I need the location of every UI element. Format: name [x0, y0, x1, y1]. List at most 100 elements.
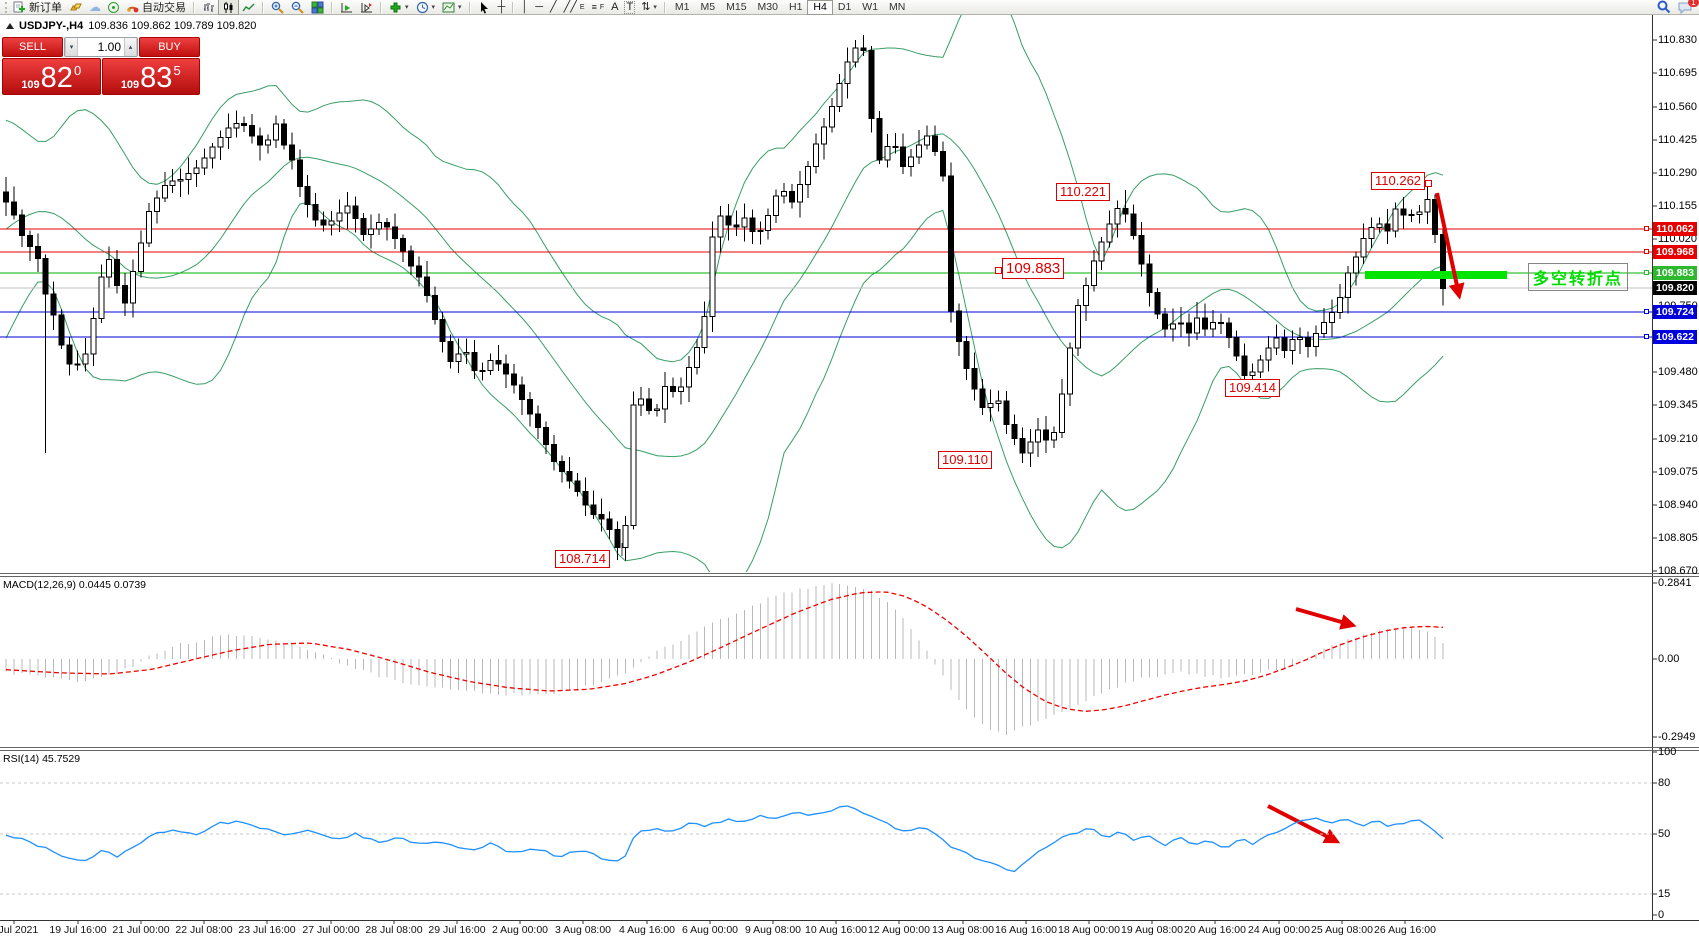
volume-decrease-button[interactable]: ▾ [65, 38, 78, 56]
trendline-tool-button[interactable]: ╱ [547, 0, 560, 14]
timeframe-m15-button[interactable]: M15 [726, 0, 747, 13]
candle [1344, 265, 1351, 314]
candle [400, 234, 406, 262]
candle [1098, 236, 1105, 270]
candle [74, 350, 81, 371]
macd-signal-line [5, 591, 1444, 712]
candle [590, 490, 597, 519]
candle [1376, 217, 1383, 233]
vline-tool-button[interactable]: │ [518, 0, 531, 14]
chart-shift-button[interactable] [357, 0, 376, 14]
candle [955, 303, 962, 357]
sell-button[interactable]: SELL [2, 37, 63, 57]
candle [550, 434, 557, 471]
timeframe-m30-button[interactable]: M30 [757, 0, 778, 13]
label-tool-button[interactable]: T [622, 0, 637, 14]
price-flag[interactable]: 108.714 [555, 550, 610, 568]
candle [193, 159, 200, 187]
candle [804, 160, 811, 198]
price-flag[interactable]: 109.414 [1225, 379, 1280, 397]
fibonacci-tool-button[interactable]: ≡ F [589, 0, 608, 14]
auto-scroll-icon [341, 2, 352, 12]
price-flag[interactable]: 110.262 [1371, 172, 1433, 190]
timeframe-h4-button[interactable]: H4 [807, 0, 833, 15]
candle [542, 421, 549, 455]
candle [685, 355, 692, 403]
candle [1281, 329, 1288, 358]
trade-panel-toggle-icon[interactable] [6, 23, 14, 29]
channel-tool-button[interactable]: ╱╱ E [561, 0, 588, 14]
candle [789, 183, 796, 209]
candle [947, 162, 954, 323]
auto-scroll-button[interactable] [337, 0, 356, 14]
toolbar-grip[interactable] [5, 1, 7, 13]
news-button[interactable]: ☁ [86, 0, 104, 14]
candle [447, 334, 454, 369]
chart-title: USDJPY-,H4 109.836 109.862 109.789 109.8… [6, 20, 256, 32]
search-button[interactable] [1654, 0, 1674, 14]
candle [130, 259, 137, 318]
candle [431, 286, 438, 325]
signals-button[interactable] [105, 0, 122, 14]
candle [1043, 415, 1050, 454]
timeframe-m5-button[interactable]: M5 [700, 0, 716, 13]
auto-trading-button[interactable]: 自动交易 [123, 0, 189, 14]
candle [1289, 330, 1296, 365]
candle [971, 352, 978, 401]
candle [280, 119, 287, 150]
candle [574, 472, 581, 497]
sell-price-big-figure: 109 [21, 79, 40, 91]
candle-chart-mode-button[interactable] [218, 0, 239, 15]
templates-button[interactable]: ▾ [439, 0, 465, 14]
cursor-tool-button[interactable] [475, 0, 494, 14]
toolbar-separator [380, 1, 382, 13]
price-flag[interactable]: 109.110 [938, 451, 993, 469]
candle [1360, 223, 1367, 265]
sell-price-panel[interactable]: 109 82 0 [2, 58, 101, 95]
candle [924, 125, 931, 150]
zoom-in-button[interactable] [268, 0, 287, 14]
price-flag[interactable]: 110.221 [1056, 183, 1111, 201]
candle [654, 403, 661, 417]
candle [1416, 205, 1423, 224]
candle [257, 127, 264, 161]
volume-increase-button[interactable]: ▴ [124, 38, 137, 56]
candle [733, 210, 740, 236]
annotation-note[interactable]: 多空转折点 [1528, 263, 1629, 291]
timeframe-w1-button[interactable]: W1 [862, 0, 879, 13]
timeframe-mn-button[interactable]: MN [889, 0, 906, 13]
crosshair-icon: ┼ [497, 0, 506, 13]
red-arrow [1435, 192, 1465, 300]
signal-icon [108, 1, 119, 13]
periods-button[interactable]: ▾ [413, 0, 439, 14]
bar-chart-mode-button[interactable] [199, 0, 218, 14]
line-chart-mode-button[interactable] [239, 0, 258, 14]
search-icon [1657, 0, 1671, 14]
candle [1146, 254, 1153, 307]
volume-input[interactable] [78, 38, 124, 56]
crosshair-tool-button[interactable]: ┼ [495, 0, 509, 14]
market-watch-button[interactable] [66, 0, 85, 14]
chat-button[interactable]: 1 [1675, 0, 1699, 14]
hline-tool-button[interactable]: ─ [532, 0, 546, 14]
zoom-out-button[interactable] [288, 0, 307, 14]
buy-price-panel[interactable]: 109 83 5 [101, 58, 200, 95]
timeframe-h1-button[interactable]: H1 [788, 0, 803, 13]
dropdown-arrow-icon: ▾ [653, 4, 657, 11]
timeframe-d1-button[interactable]: D1 [837, 0, 852, 13]
arrows-tool-button[interactable]: ⇅ ▾ [638, 0, 660, 14]
toolbar-separator [262, 1, 264, 13]
hlines-layer [0, 228, 1652, 338]
price-flag[interactable]: 109.883 [994, 258, 1065, 279]
text-tool-button[interactable]: A [608, 0, 621, 14]
tile-windows-button[interactable] [308, 0, 327, 14]
candle [1265, 335, 1272, 372]
timeframe-m1-button[interactable]: M1 [674, 0, 690, 13]
candle [296, 149, 303, 197]
buy-button[interactable]: BUY [139, 37, 200, 57]
new-order-button[interactable]: 新订单 [10, 0, 65, 14]
indicators-button[interactable]: ▾ [386, 0, 412, 14]
add-indicator-icon [390, 2, 401, 12]
bollinger-upper [5, 15, 1444, 363]
